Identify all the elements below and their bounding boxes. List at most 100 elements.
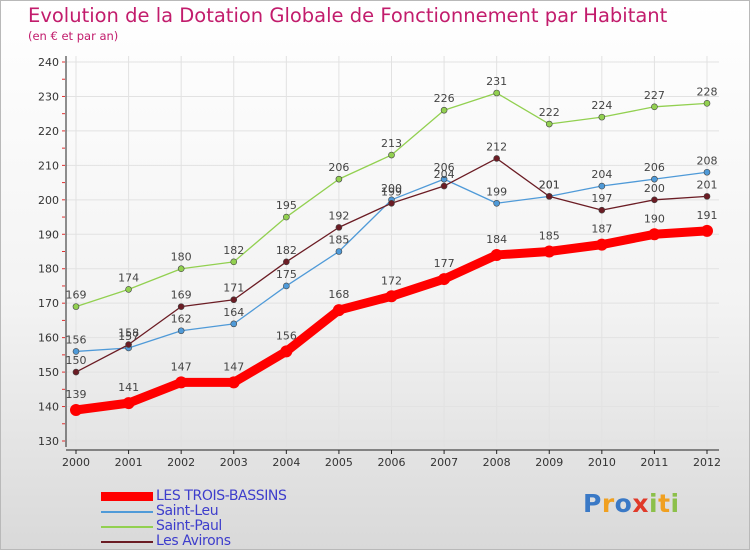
data-point [72,348,80,355]
data-point [125,341,132,348]
data-label: 169 [66,289,87,302]
x-tick-label: 2008 [483,456,511,469]
data-point [440,175,448,183]
data-label: 201 [697,178,718,191]
data-point [70,403,82,416]
legend-swatch-les-avirons [101,541,153,543]
data-label: 184 [486,233,507,246]
logo-letter: i [649,489,659,518]
y-tick-label: 140 [38,401,59,414]
data-label: 201 [539,178,560,191]
logo-letter: P [583,489,602,518]
data-label: 150 [66,354,87,367]
data-label: 156 [276,329,297,342]
data-point [651,196,658,204]
data-point [388,199,395,207]
y-tick-label: 220 [38,125,59,138]
y-tick-label: 230 [38,90,59,103]
data-point [598,206,606,214]
data-point [595,238,608,251]
data-point [177,327,185,335]
data-point [651,175,658,183]
x-tick-label: 2007 [430,456,458,469]
x-tick-label: 2000 [62,456,90,469]
data-label: 227 [644,89,665,102]
data-point [283,258,290,266]
data-point [230,320,238,328]
data-label: 195 [276,199,297,212]
data-label: 228 [697,85,718,98]
x-tick-label: 2010 [588,456,616,469]
data-label: 208 [697,154,718,167]
logo-letter: r [601,489,615,518]
data-point [230,258,238,266]
legend-label: Saint-Paul [156,518,222,534]
y-tick-label: 170 [38,297,59,310]
y-tick-label: 210 [38,159,59,172]
data-label: 185 [328,234,349,247]
data-label: 197 [591,192,612,205]
data-point [283,213,290,221]
data-point [493,199,500,207]
data-label: 190 [644,212,665,225]
data-point [545,193,553,200]
data-label: 157 [118,330,139,343]
data-point [493,89,500,97]
data-label: 206 [644,161,665,174]
legend-label: LES TROIS-BASSINS [156,488,287,504]
logo-letter: i [670,489,680,518]
y-tick-label: 190 [38,228,59,241]
logo-letter: t [658,489,671,518]
data-point [543,245,556,258]
legend-swatch-saint-leu [101,511,153,513]
data-label: 199 [381,185,402,198]
data-label: 180 [171,251,192,264]
data-point [490,248,503,261]
y-tick-label: 240 [38,56,59,69]
logo-letter: o [614,489,633,518]
x-tick-label: 2001 [115,456,143,469]
data-point [175,376,188,389]
data-point [72,368,80,376]
legend-swatch-trois-bassins [101,492,153,501]
data-label: 212 [486,140,507,153]
x-tick-label: 2002 [167,456,195,469]
legend-label: Saint-Leu [156,503,219,519]
data-label: 200 [644,182,665,195]
data-label: 141 [118,381,139,394]
x-tick-label: 2004 [272,456,300,469]
data-label: 177 [434,257,455,270]
data-label: 158 [118,327,139,340]
data-point [703,168,711,176]
data-label: 185 [539,230,560,243]
data-label: 171 [223,282,244,295]
data-label: 156 [66,333,87,346]
data-point [598,113,606,121]
data-point [230,296,238,304]
data-point [598,182,606,190]
data-label: 204 [591,168,612,181]
data-label: 147 [223,360,244,373]
data-label: 147 [171,360,192,373]
data-point [701,224,713,237]
data-point [335,175,343,183]
data-point [388,151,395,159]
data-label: 213 [381,137,402,150]
data-label: 182 [223,244,244,257]
x-tick-label: 2005 [325,456,353,469]
chart-title: Evolution de la Dotation Globale de Fonc… [28,4,668,27]
data-label: 187 [591,223,612,236]
data-label: 222 [539,106,560,119]
data-label: 226 [434,92,455,105]
data-point [493,155,500,162]
data-label: 182 [276,244,297,257]
x-tick-label: 2006 [378,456,406,469]
data-label: 162 [171,313,192,326]
data-point [438,273,451,286]
data-label: 224 [591,99,612,112]
y-tick-label: 150 [38,366,59,379]
data-label: 191 [697,209,718,222]
data-label: 206 [328,161,349,174]
